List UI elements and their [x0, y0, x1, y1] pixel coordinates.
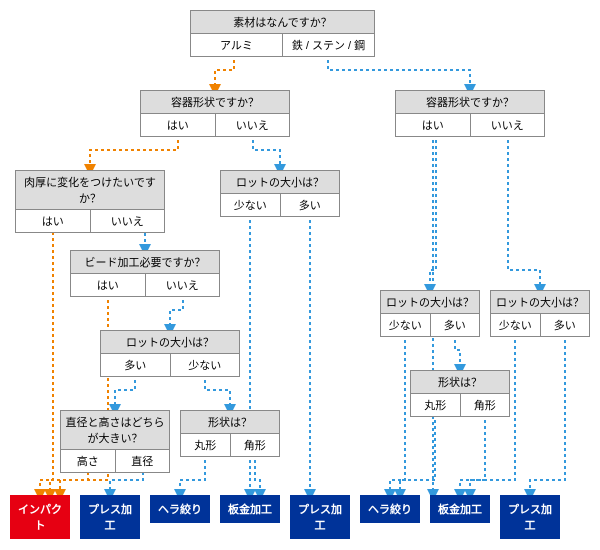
flow-edge	[400, 408, 435, 495]
flow-edge	[390, 328, 405, 495]
option-label: 少ない	[381, 314, 430, 336]
option-label: 鉄 / ステン / 鋼	[282, 34, 374, 56]
flow-edge	[508, 128, 540, 290]
option-label: 少ない	[221, 194, 280, 216]
decision-node: 容器形状ですか？はいいいえ	[140, 90, 290, 137]
option-label: 角形	[460, 394, 510, 416]
question-label: ロットの大小は？	[101, 331, 239, 354]
question-label: ロットの大小は？	[381, 291, 479, 314]
result-box: ヘラ絞り	[150, 495, 210, 523]
decision-node: 容器形状ですか？はいいいえ	[395, 90, 545, 137]
question-label: ロットの大小は？	[221, 171, 339, 194]
question-label: ビード加工必要ですか？	[71, 251, 219, 274]
decision-node: 素材はなんですか？アルミ鉄 / ステン / 鋼	[190, 10, 375, 57]
option-label: はい	[71, 274, 145, 296]
result-box: 板金加工	[220, 495, 280, 523]
option-label: 直径	[115, 450, 170, 472]
result-box: 板金加工	[430, 495, 490, 523]
question-label: 形状は？	[411, 371, 509, 394]
flow-edge	[470, 408, 485, 495]
option-label: いいえ	[145, 274, 220, 296]
flow-edge	[40, 208, 53, 495]
option-label: はい	[16, 210, 90, 232]
flow-edge	[530, 328, 565, 495]
option-label: 多い	[430, 314, 480, 336]
decision-node: ロットの大小は？少ない多い	[490, 290, 590, 337]
result-box: ヘラ絞り	[360, 495, 420, 523]
option-label: 少ない	[491, 314, 540, 336]
decision-node: 肉厚に変化をつけたいですか？はいいいえ	[15, 170, 165, 233]
result-box: インパクト	[10, 495, 70, 539]
option-label: はい	[141, 114, 215, 136]
option-label: 角形	[230, 434, 280, 456]
question-label: 直径と高さはどちらが大きい？	[61, 411, 169, 450]
option-label: いいえ	[470, 114, 545, 136]
option-label: 丸形	[181, 434, 230, 456]
decision-node: ビード加工必要ですか？はいいいえ	[70, 250, 220, 297]
option-label: いいえ	[215, 114, 290, 136]
option-label: アルミ	[191, 34, 282, 56]
question-label: 形状は？	[181, 411, 279, 434]
decision-node: ロットの大小は？少ない多い	[380, 290, 480, 337]
option-label: 高さ	[61, 450, 115, 472]
option-label: はい	[396, 114, 470, 136]
decision-node: 形状は？丸形角形	[410, 370, 510, 417]
question-label: 容器形状ですか？	[141, 91, 289, 114]
result-box: プレス加工	[290, 495, 350, 539]
decision-node: ロットの大小は？少ない多い	[220, 170, 340, 217]
option-label: いいえ	[90, 210, 165, 232]
question-label: 肉厚に変化をつけたいですか？	[16, 171, 164, 210]
result-box: プレス加工	[80, 495, 140, 539]
question-label: 素材はなんですか？	[191, 11, 374, 34]
option-label: 多い	[280, 194, 340, 216]
option-label: 多い	[101, 354, 170, 376]
option-label: 少ない	[170, 354, 240, 376]
decision-node: ロットの大小は？多い少ない	[100, 330, 240, 377]
result-box: プレス加工	[500, 495, 560, 539]
decision-node: 形状は？丸形角形	[180, 410, 280, 457]
decision-node: 直径と高さはどちらが大きい？高さ直径	[60, 410, 170, 473]
question-label: ロットの大小は？	[491, 291, 589, 314]
option-label: 多い	[540, 314, 590, 336]
option-label: 丸形	[411, 394, 460, 416]
question-label: 容器形状ですか？	[396, 91, 544, 114]
